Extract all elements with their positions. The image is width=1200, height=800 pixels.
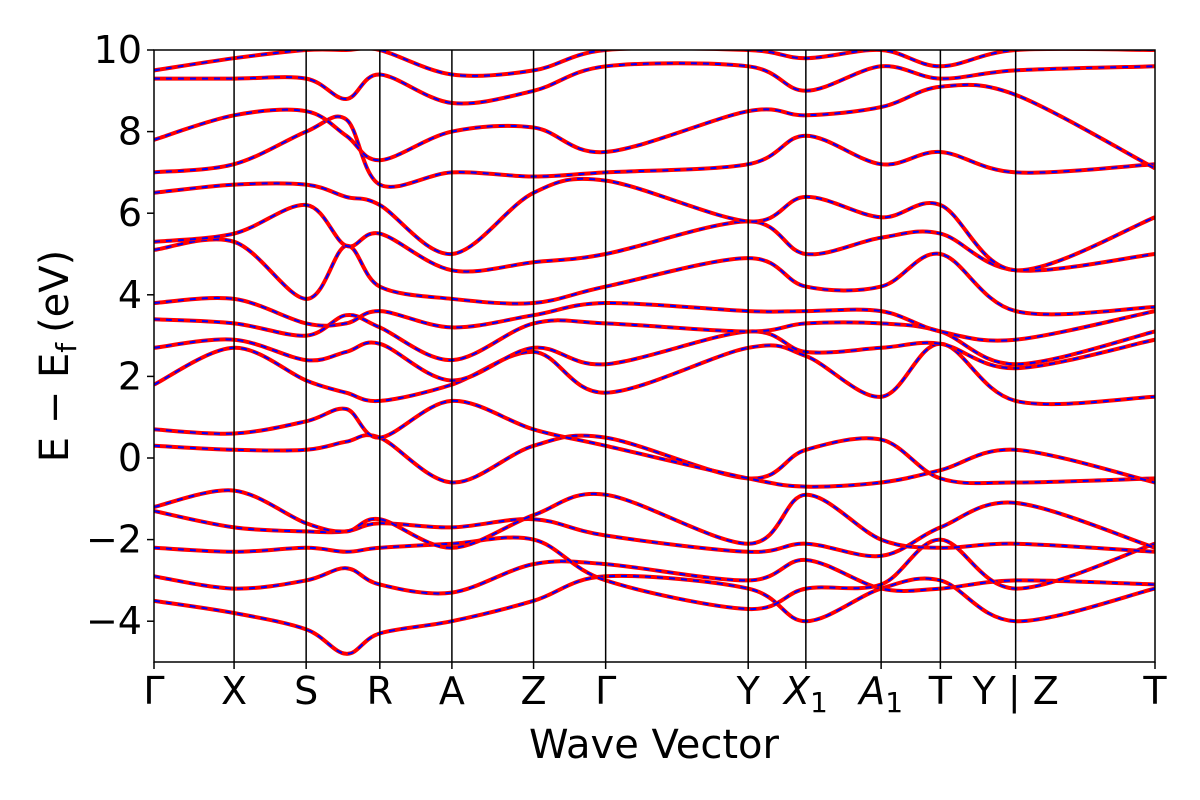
band-line-blue-14 bbox=[154, 115, 1155, 188]
y-tick-label-2: 0 bbox=[118, 436, 142, 480]
y-axis-label-sub: f bbox=[50, 342, 83, 353]
band-line-red-14 bbox=[154, 114, 1155, 189]
high-symmetry-lines bbox=[233, 50, 1017, 662]
x-tick-label-11: Y | Z bbox=[972, 669, 1059, 714]
band-line-red-2 bbox=[154, 535, 1155, 612]
x-tick-label-12: T bbox=[1142, 669, 1167, 713]
y-axis-label-unit: (eV) bbox=[32, 250, 78, 333]
band-line-blue-4 bbox=[154, 489, 1155, 553]
band-line-blue-12 bbox=[154, 203, 1155, 273]
band-line-red-12 bbox=[154, 202, 1155, 274]
y-tick-label-7: 10 bbox=[94, 28, 142, 72]
x-tick-label-3: R bbox=[367, 669, 393, 713]
x-tick-label-0: Γ bbox=[143, 669, 164, 713]
band-line-blue-10 bbox=[154, 296, 1155, 342]
band-line-red-16 bbox=[154, 61, 1155, 106]
band-line-red-6 bbox=[154, 398, 1155, 489]
y-tick-label-3: 2 bbox=[118, 354, 142, 398]
y-axis-label-main: E − E bbox=[32, 353, 78, 463]
x-tick-label-9: A1 bbox=[856, 669, 903, 719]
y-tick-label-5: 6 bbox=[118, 191, 142, 235]
x-tick-label-5: Z bbox=[521, 669, 547, 713]
band-line-blue-2 bbox=[154, 536, 1155, 611]
x-axis: Γ X S R A Z Γ Y X1 A1 T Y | Z T bbox=[143, 662, 1167, 719]
band-line-blue-3 bbox=[154, 501, 1155, 558]
x-axis-label: Wave Vector bbox=[529, 722, 780, 768]
x-tick-label-2: S bbox=[294, 669, 318, 713]
y-tick-label-1: −2 bbox=[86, 518, 142, 562]
x-tick-label-1: X bbox=[221, 669, 247, 713]
band-line-red-13 bbox=[154, 176, 1155, 273]
band-line-blue-8 bbox=[154, 330, 1155, 382]
bands-layer bbox=[154, 50, 1155, 656]
band-line-blue-15 bbox=[154, 83, 1155, 170]
x-tick-label-4: A bbox=[439, 669, 465, 713]
x-tick-label-10: T bbox=[928, 669, 953, 713]
x-tick-label-6: Γ bbox=[595, 669, 616, 713]
x-tick-label-8: X1 bbox=[782, 669, 828, 719]
y-tick-label-6: 8 bbox=[118, 110, 142, 154]
y-axis: −4 −2 0 2 4 6 8 10 bbox=[86, 28, 154, 643]
band-line-blue-1 bbox=[154, 558, 1155, 595]
band-line-blue-6 bbox=[154, 399, 1155, 488]
band-line-red-15 bbox=[154, 82, 1155, 171]
y-axis-label: E − Ef (eV) bbox=[32, 250, 83, 463]
y-tick-label-0: −4 bbox=[86, 599, 142, 643]
x-tick-label-7: Y bbox=[736, 669, 761, 713]
plot-frame bbox=[153, 49, 1156, 663]
y-tick-label-4: 4 bbox=[118, 273, 142, 317]
